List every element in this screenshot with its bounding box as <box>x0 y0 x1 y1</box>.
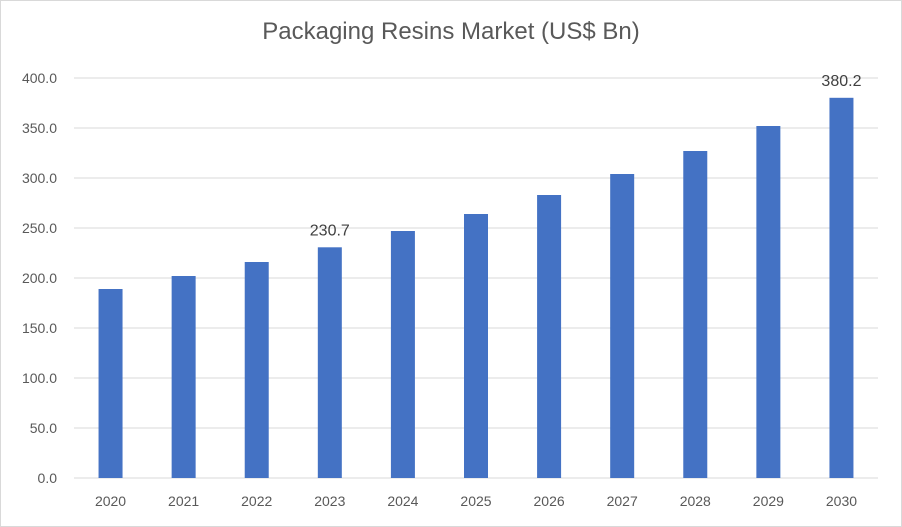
bar <box>171 276 196 478</box>
x-tick-label: 2029 <box>753 493 784 509</box>
y-tick-label: 100.0 <box>22 370 57 386</box>
x-tick-label: 2023 <box>314 493 345 509</box>
bar <box>829 97 854 479</box>
x-tick-label: 2027 <box>607 493 638 509</box>
bar <box>683 151 708 478</box>
bar <box>390 231 415 478</box>
x-tick-label: 2030 <box>826 493 857 509</box>
bar <box>244 262 269 478</box>
data-label: 230.7 <box>310 222 350 239</box>
y-tick-label: 50.0 <box>30 420 57 436</box>
bar <box>317 247 342 478</box>
y-tick-label: 350.0 <box>22 120 57 136</box>
bars <box>98 97 854 479</box>
bar <box>98 289 123 478</box>
y-tick-label: 400.0 <box>22 70 57 86</box>
data-labels: 230.7 380.2 <box>310 73 862 240</box>
y-tick-label: 0.0 <box>38 470 58 486</box>
y-tick-label: 200.0 <box>22 270 57 286</box>
x-axis-tick-labels: 2020 2021 2022 2023 2024 2025 2026 2027 2028 2029… <box>95 493 857 509</box>
y-tick-label: 300.0 <box>22 170 57 186</box>
x-tick-label: 2020 <box>95 493 126 509</box>
bar <box>464 214 488 478</box>
bar <box>756 126 781 478</box>
x-tick-label: 2021 <box>168 493 199 509</box>
x-tick-label: 2025 <box>460 493 491 509</box>
x-tick-label: 2028 <box>680 493 711 509</box>
y-axis-tick-labels: 0.0 50.0 100.0 150.0 200.0 250.0 300.0 350.0 400… <box>22 70 57 486</box>
chart-title: Packaging Resins Market (US$ Bn) <box>262 18 640 45</box>
data-label: 380.2 <box>821 73 861 90</box>
bar <box>537 195 562 478</box>
bar <box>610 174 635 478</box>
y-tick-label: 250.0 <box>22 220 57 236</box>
y-tick-label: 150.0 <box>22 320 57 336</box>
x-tick-label: 2024 <box>387 493 418 509</box>
x-tick-label: 2026 <box>534 493 565 509</box>
x-tick-label: 2022 <box>241 493 272 509</box>
